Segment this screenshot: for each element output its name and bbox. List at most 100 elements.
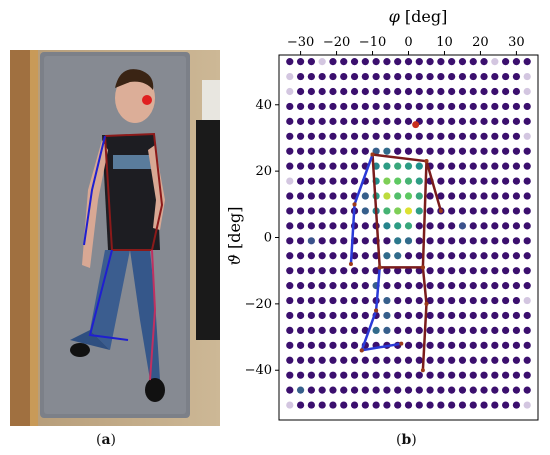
- heatmap-cell: [512, 222, 521, 230]
- heatmap-cell: [286, 87, 294, 96]
- heatmap-cell: [502, 222, 510, 230]
- heatmap-cell: [491, 341, 499, 349]
- heatmap-cell: [437, 192, 445, 200]
- heatmap-cell: [426, 58, 434, 66]
- y-tick-label: 20: [255, 164, 272, 179]
- heatmap-cell: [307, 162, 315, 170]
- heatmap-cell: [394, 58, 402, 66]
- heatmap-cell: [350, 117, 359, 125]
- heatmap-cell: [469, 386, 477, 394]
- heatmap-cell: [448, 192, 456, 200]
- heatmap-cell: [296, 401, 305, 409]
- heatmap-cell: [448, 311, 456, 320]
- heatmap-cell: [523, 401, 531, 409]
- heatmap-cell: [394, 356, 402, 364]
- heatmap-cell: [318, 162, 326, 170]
- heatmap-cell: [480, 326, 488, 335]
- heatmap-cell: [318, 371, 326, 379]
- heatmap-cell: [458, 147, 467, 155]
- heatmap-cell: [340, 132, 348, 140]
- heatmap-cell: [329, 222, 337, 230]
- heatmap-cell: [448, 326, 456, 335]
- heatmap-cell: [512, 252, 521, 260]
- heatmap-cell: [448, 386, 456, 394]
- heatmap-cell: [426, 371, 434, 379]
- heatmap-cell: [523, 237, 531, 245]
- heatmap-cell: [502, 296, 510, 305]
- heatmap-cell: [415, 58, 423, 66]
- heatmap-cell: [383, 117, 391, 125]
- heatmap-cell: [448, 222, 456, 230]
- heatmap-cell: [480, 311, 488, 320]
- heatmap-cell: [512, 296, 521, 305]
- heatmap-cell: [502, 132, 510, 140]
- heatmap-cell: [512, 162, 521, 170]
- heatmap-cell: [361, 296, 369, 305]
- heatmap-cell: [512, 177, 521, 185]
- heatmap-cell: [296, 207, 305, 215]
- heatmap-cell: [296, 72, 305, 81]
- heatmap-cell: [437, 341, 445, 349]
- heatmap-cell: [480, 162, 488, 170]
- heatmap-cell: [383, 222, 391, 230]
- heatmap-cell: [404, 87, 413, 96]
- skeleton-body-segment: [371, 153, 428, 163]
- skeleton-left-segment: [374, 266, 381, 312]
- heatmap-cell: [458, 326, 467, 335]
- heatmap-cell: [502, 311, 510, 320]
- heatmap-cell: [383, 267, 391, 275]
- heatmap-cell: [296, 162, 305, 170]
- skeleton-joint: [424, 301, 429, 306]
- heatmap-cell: [286, 72, 294, 81]
- heatmap-cell: [448, 132, 456, 140]
- heatmap-cell: [523, 72, 531, 81]
- heatmap-cell: [491, 72, 499, 81]
- heatmap-cell: [340, 386, 348, 394]
- skeleton-joint: [420, 368, 425, 373]
- skeleton-body-segment: [421, 302, 428, 372]
- heatmap-cell: [437, 371, 445, 379]
- skeleton-joint: [352, 202, 357, 207]
- x-axis-label: φ [deg]: [389, 7, 448, 26]
- heatmap-cell: [286, 267, 294, 275]
- heatmap-cell: [296, 371, 305, 379]
- heatmap-cell: [491, 147, 499, 155]
- heatmap-cell: [286, 386, 294, 394]
- heatmap-cell: [372, 132, 380, 140]
- heatmap-cell: [350, 371, 359, 379]
- heatmap-cell: [448, 58, 456, 66]
- heatmap-cell: [296, 282, 305, 290]
- heatmap-cell: [329, 207, 337, 215]
- skeleton-joint: [377, 265, 382, 270]
- heatmap-cell: [437, 252, 445, 260]
- heatmap-cell: [469, 192, 477, 200]
- heatmap-cell: [296, 267, 305, 275]
- heatmap-cell: [329, 87, 337, 96]
- heatmap-cell: [437, 296, 445, 305]
- heatmap-cell: [523, 58, 531, 66]
- heatmap-cell: [458, 87, 467, 96]
- heatmap-cell: [307, 177, 315, 185]
- heatmap-cell: [523, 192, 531, 200]
- heatmap-cell: [286, 252, 294, 260]
- heatmap-cell: [394, 237, 402, 245]
- x-tick-label: 20: [472, 35, 489, 50]
- x-tick-labels: −30 −20 −10 0 10 20 30: [287, 35, 525, 55]
- plot-area: [278, 54, 539, 421]
- heatmap-cell: [469, 58, 477, 66]
- heatmap-cell: [318, 267, 326, 275]
- heatmap-cell: [480, 401, 488, 409]
- heatmap-cell: [523, 102, 531, 111]
- heatmap-cell: [286, 177, 294, 185]
- heatmap-cell: [318, 311, 326, 320]
- heatmap-cell: [361, 87, 369, 96]
- heatmap-cell: [491, 282, 499, 290]
- nose-keypoint: [142, 95, 152, 105]
- heatmap-cell: [404, 326, 413, 335]
- heatmap-panel: φ [deg] ϑ [deg] −30 −20 −10 0 10 20 30 40 20 0 −2…: [225, 7, 539, 421]
- heatmap-cell: [404, 341, 413, 349]
- heatmap-cell: [296, 132, 305, 140]
- heatmap-cell: [502, 117, 510, 125]
- heatmap-cell: [394, 252, 402, 260]
- heatmap-cell: [512, 326, 521, 335]
